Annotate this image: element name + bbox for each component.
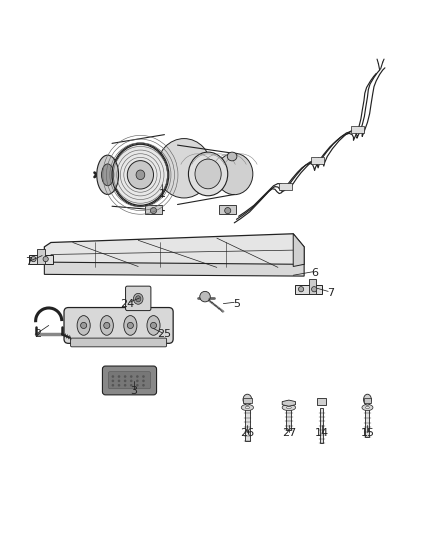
Circle shape bbox=[225, 207, 231, 214]
Bar bbox=[145, 205, 162, 214]
Text: 14: 14 bbox=[314, 429, 328, 438]
Text: 26: 26 bbox=[240, 429, 254, 438]
Ellipse shape bbox=[195, 159, 221, 189]
Ellipse shape bbox=[147, 316, 160, 335]
Ellipse shape bbox=[282, 405, 296, 410]
Bar bbox=[318, 398, 326, 405]
Circle shape bbox=[112, 379, 114, 382]
Circle shape bbox=[118, 384, 120, 386]
Ellipse shape bbox=[127, 160, 153, 189]
Ellipse shape bbox=[365, 407, 369, 409]
Circle shape bbox=[112, 384, 114, 386]
Bar bbox=[295, 285, 321, 294]
FancyBboxPatch shape bbox=[102, 366, 156, 395]
Text: 5: 5 bbox=[233, 298, 240, 309]
Bar bbox=[320, 408, 323, 443]
Circle shape bbox=[142, 379, 145, 382]
Circle shape bbox=[136, 384, 139, 386]
Ellipse shape bbox=[188, 152, 228, 196]
Circle shape bbox=[136, 375, 139, 378]
Circle shape bbox=[81, 322, 87, 328]
Polygon shape bbox=[44, 234, 304, 269]
Text: 25: 25 bbox=[157, 329, 172, 339]
Circle shape bbox=[118, 375, 120, 378]
Circle shape bbox=[124, 379, 127, 382]
Circle shape bbox=[150, 322, 156, 328]
Polygon shape bbox=[293, 234, 304, 266]
Ellipse shape bbox=[286, 407, 291, 409]
Bar bbox=[351, 126, 364, 133]
Bar bbox=[286, 408, 291, 430]
Ellipse shape bbox=[124, 316, 137, 335]
Circle shape bbox=[298, 287, 304, 292]
Ellipse shape bbox=[136, 296, 141, 302]
Ellipse shape bbox=[157, 139, 212, 198]
Ellipse shape bbox=[134, 293, 143, 304]
Ellipse shape bbox=[362, 405, 373, 410]
Bar bbox=[29, 255, 53, 264]
Bar bbox=[365, 408, 369, 437]
Circle shape bbox=[31, 256, 36, 262]
Polygon shape bbox=[282, 400, 296, 406]
Circle shape bbox=[200, 292, 210, 302]
Circle shape bbox=[142, 384, 145, 386]
Bar bbox=[37, 249, 45, 264]
Bar bbox=[364, 398, 371, 403]
Ellipse shape bbox=[227, 152, 237, 161]
Bar bbox=[279, 183, 292, 190]
Text: 1: 1 bbox=[159, 189, 166, 199]
Ellipse shape bbox=[113, 144, 168, 205]
Bar bbox=[245, 408, 250, 441]
FancyBboxPatch shape bbox=[64, 308, 173, 343]
Circle shape bbox=[104, 322, 110, 328]
Text: 15: 15 bbox=[360, 429, 374, 438]
Circle shape bbox=[311, 287, 317, 292]
Text: 6: 6 bbox=[311, 268, 318, 278]
Ellipse shape bbox=[364, 394, 371, 405]
Ellipse shape bbox=[100, 316, 113, 335]
Ellipse shape bbox=[97, 155, 119, 195]
Bar bbox=[219, 205, 237, 214]
Circle shape bbox=[150, 207, 156, 214]
Text: 2: 2 bbox=[34, 329, 41, 339]
Circle shape bbox=[124, 384, 127, 386]
Text: 7: 7 bbox=[25, 257, 33, 267]
Text: 27: 27 bbox=[282, 429, 296, 438]
Polygon shape bbox=[44, 262, 304, 276]
Ellipse shape bbox=[102, 164, 114, 185]
FancyBboxPatch shape bbox=[126, 286, 151, 311]
Bar bbox=[308, 279, 316, 294]
FancyBboxPatch shape bbox=[109, 372, 150, 389]
Ellipse shape bbox=[243, 394, 252, 405]
Circle shape bbox=[130, 384, 133, 386]
Circle shape bbox=[142, 375, 145, 378]
Circle shape bbox=[127, 322, 134, 328]
Text: 24: 24 bbox=[120, 298, 134, 309]
Ellipse shape bbox=[245, 407, 250, 409]
Bar bbox=[311, 157, 324, 164]
Bar bbox=[243, 398, 252, 403]
Ellipse shape bbox=[77, 316, 90, 335]
Circle shape bbox=[136, 379, 139, 382]
Circle shape bbox=[118, 379, 120, 382]
Ellipse shape bbox=[136, 170, 145, 180]
Circle shape bbox=[112, 375, 114, 378]
FancyBboxPatch shape bbox=[71, 338, 166, 347]
Ellipse shape bbox=[241, 405, 254, 410]
Text: 3: 3 bbox=[131, 386, 138, 396]
Ellipse shape bbox=[216, 153, 253, 195]
Circle shape bbox=[124, 375, 127, 378]
Circle shape bbox=[130, 379, 133, 382]
Circle shape bbox=[130, 375, 133, 378]
Circle shape bbox=[43, 256, 48, 262]
Text: 7: 7 bbox=[327, 288, 334, 298]
